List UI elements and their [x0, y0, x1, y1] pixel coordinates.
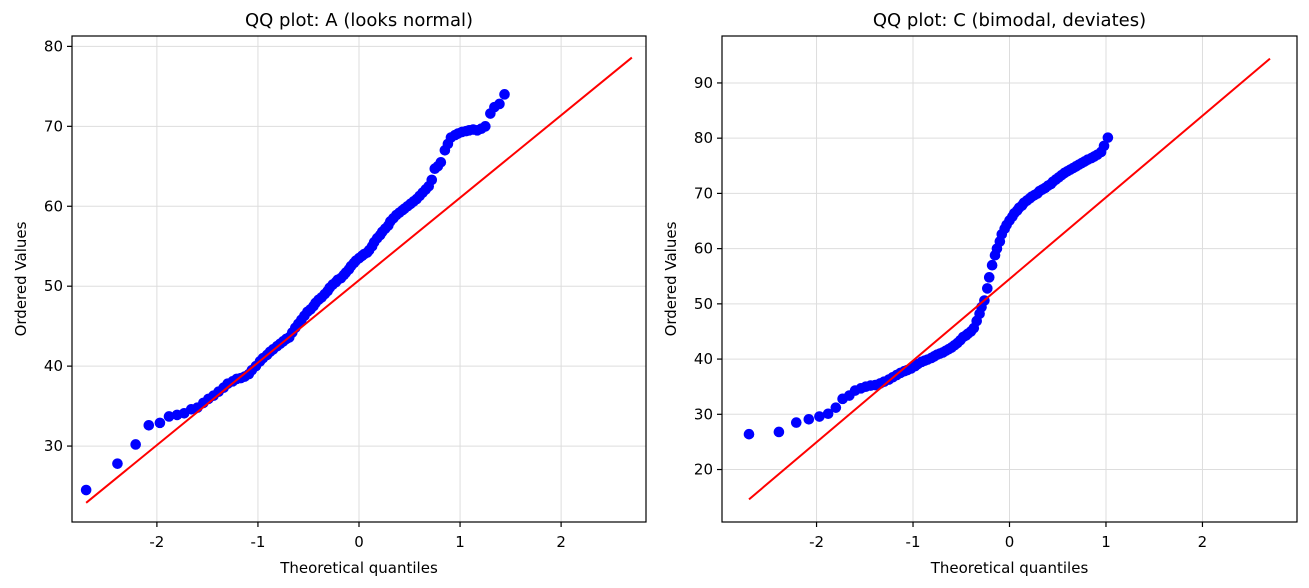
x-tick-label: 0 — [1005, 533, 1015, 551]
data-point — [1102, 132, 1114, 143]
data-point — [983, 272, 995, 283]
x-tick-label: -1 — [906, 533, 921, 551]
y-tick-label: 30 — [694, 405, 713, 423]
data-points — [80, 89, 510, 496]
x-tick-label: 2 — [556, 533, 566, 551]
data-point — [982, 283, 993, 294]
data-point — [499, 89, 510, 100]
y-tick-label: 60 — [694, 240, 713, 258]
data-point — [494, 98, 505, 110]
reference-line — [748, 57, 1271, 501]
x-tick-label: 0 — [354, 533, 364, 551]
x-tick-label: 1 — [1101, 533, 1111, 551]
x-tick-label: -1 — [250, 533, 265, 551]
y-tick-label: 40 — [44, 357, 63, 375]
reference-line — [85, 56, 633, 504]
data-point — [822, 408, 834, 420]
data-point — [1098, 140, 1110, 152]
grid — [72, 36, 646, 522]
data-point — [143, 419, 155, 431]
data-point — [830, 402, 842, 413]
y-tick-label: 30 — [44, 437, 63, 455]
data-point — [790, 417, 802, 428]
y-tick-label: 80 — [44, 37, 63, 55]
data-point — [426, 174, 438, 186]
x-tick-label: -2 — [149, 533, 164, 551]
data-point — [154, 417, 166, 429]
qq-plot-a: QQ plot: A (looks normal) Theoretical qu… — [12, 10, 647, 577]
data-point — [743, 428, 755, 440]
y-tick-label: 80 — [694, 129, 713, 147]
y-tick-label: 50 — [44, 277, 63, 295]
data-point — [163, 411, 175, 422]
y-tick-label: 20 — [694, 461, 713, 479]
y-tick-label: 40 — [694, 350, 713, 368]
data-point — [112, 458, 123, 469]
data-point — [80, 484, 92, 496]
y-tick-label: 70 — [44, 117, 63, 135]
data-points — [743, 132, 1114, 440]
y-axis-label: Ordered Values — [12, 221, 30, 336]
data-point — [480, 121, 491, 132]
data-point — [773, 426, 785, 438]
data-point — [803, 413, 815, 425]
y-tick-label: 90 — [694, 74, 713, 92]
chart-title: QQ plot: C (bimodal, deviates) — [873, 10, 1146, 31]
y-tick-label: 70 — [694, 184, 713, 202]
x-axis-label: Theoretical quantiles — [930, 559, 1089, 577]
x-tick-label: 1 — [455, 533, 465, 551]
data-point — [814, 411, 825, 422]
x-tick-label: 2 — [1198, 533, 1208, 551]
qq-plot-c: QQ plot: C (bimodal, deviates) Theoretic… — [662, 10, 1298, 577]
data-point — [986, 259, 998, 271]
y-tick-label: 50 — [694, 295, 713, 313]
x-axis-label: Theoretical quantiles — [279, 559, 438, 577]
y-tick-label: 60 — [44, 197, 63, 215]
x-tick-label: -2 — [809, 533, 824, 551]
data-point — [130, 439, 141, 450]
y-axis-label: Ordered Values — [662, 221, 680, 336]
data-point — [435, 156, 447, 168]
chart-title: QQ plot: A (looks normal) — [245, 10, 473, 31]
